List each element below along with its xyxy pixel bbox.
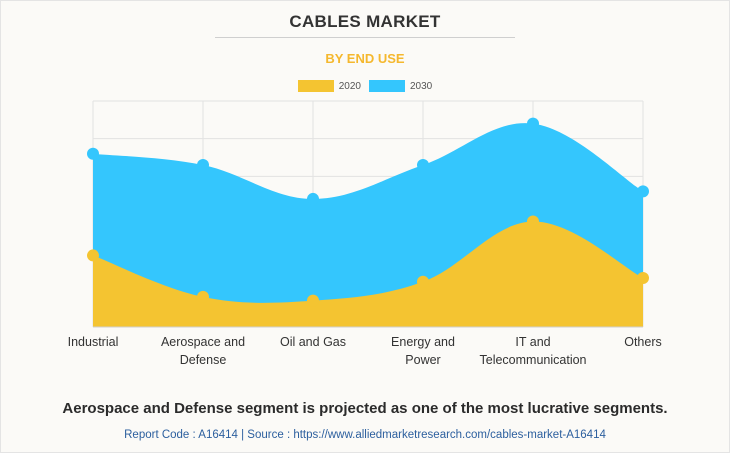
legend-swatch-2020 (297, 80, 334, 92)
x-tick-label: Aerospace and (161, 335, 245, 349)
data-point-2020 (637, 272, 649, 285)
key-finding-statement: Aerospace and Defense segment is project… (62, 400, 668, 417)
data-point-2030 (197, 159, 209, 172)
legend-item-2030[interactable]: 2030 (369, 80, 432, 92)
x-tick-label: Power (405, 353, 440, 367)
title-divider (215, 37, 515, 38)
data-point-2030 (637, 185, 649, 198)
area-chart: Industrial Aerospace and Defense Oil and Ga… (68, 100, 662, 367)
chart-title: CABLES MARKET (289, 12, 441, 31)
data-point-2030 (307, 192, 319, 205)
x-tick-label: Others (624, 335, 662, 349)
data-point-2020 (527, 215, 539, 228)
data-point-2030 (87, 147, 99, 160)
legend-item-2020[interactable]: 2020 (297, 80, 361, 92)
x-tick-label: Telecommunication (480, 353, 587, 367)
x-tick-label: Oil and Gas (280, 335, 346, 349)
x-tick-label: Defense (180, 353, 227, 367)
x-tick-label: IT and (515, 335, 550, 349)
data-point-2020 (197, 290, 209, 303)
legend-label-2020: 2020 (338, 80, 361, 92)
data-point-2020 (307, 294, 319, 307)
chart-subtitle: BY END USE (325, 51, 405, 66)
source-citation[interactable]: Report Code : A16414 | Source : https://… (124, 429, 606, 441)
data-point-2020 (417, 275, 429, 288)
chart-legend: 2020 2030 (0, 80, 730, 92)
data-point-2020 (87, 249, 99, 262)
legend-swatch-2030 (369, 80, 405, 92)
x-tick-label: Industrial (68, 335, 119, 349)
x-tick-label: Energy and (391, 335, 455, 349)
legend-label-2030: 2030 (410, 80, 433, 92)
data-point-2030 (417, 159, 429, 172)
data-point-2030 (527, 117, 539, 130)
area-series-2020 (93, 221, 643, 327)
